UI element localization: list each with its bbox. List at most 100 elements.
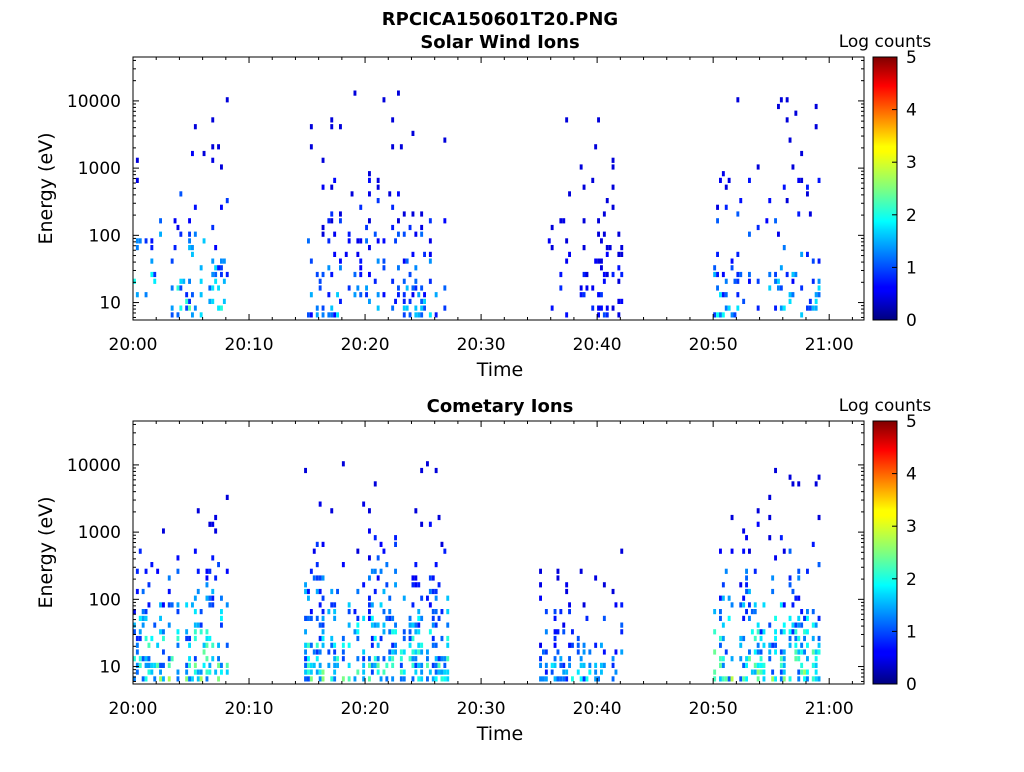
heatmap-cell (391, 629, 395, 635)
heatmap-cell (759, 649, 763, 655)
heatmap-cell (191, 150, 194, 157)
heatmap-cell (373, 231, 377, 237)
heatmap-cell (762, 642, 766, 648)
heatmap-cell (214, 271, 218, 278)
heatmap-cell (333, 251, 337, 257)
heatmap-cell (222, 298, 226, 304)
heatmap-cell (724, 292, 728, 298)
heatmap-cell (808, 305, 812, 311)
heatmap-cell (774, 615, 777, 621)
heatmap-cell (420, 649, 424, 655)
heatmap-cell (397, 90, 400, 96)
heatmap-cell (617, 298, 621, 304)
heatmap-cell (605, 305, 609, 311)
heatmap-cell (382, 622, 386, 628)
heatmap-cell (176, 669, 180, 675)
heatmap-cell (562, 662, 566, 668)
heatmap-region-1 (133, 494, 229, 682)
heatmap-cell (353, 292, 357, 298)
heatmap-cell (556, 629, 560, 635)
heatmap-cell (597, 312, 600, 318)
heatmap-cell (214, 669, 218, 675)
heatmap-cell (791, 164, 795, 170)
colorbar-label: Log counts (839, 396, 932, 416)
heatmap-cell (727, 177, 731, 183)
heatmap-cell (756, 508, 760, 514)
heatmap-cell (414, 285, 418, 291)
heatmap-cell (327, 312, 331, 318)
heatmap-cell (768, 622, 772, 628)
heatmap-cell (368, 245, 371, 251)
heatmap-cell (620, 245, 624, 251)
heatmap-cell (220, 305, 223, 311)
heatmap-cell (356, 285, 360, 291)
heatmap-region-2 (304, 461, 450, 682)
heatmap-cell (745, 575, 748, 581)
heatmap-cell (333, 615, 337, 621)
heatmap-cell (214, 245, 218, 251)
heatmap-cell (144, 568, 148, 574)
heatmap-cell (806, 656, 809, 662)
heatmap-cell (391, 615, 395, 621)
heatmap-cell (359, 292, 363, 298)
heatmap-cell (779, 656, 783, 662)
heatmap-cell (359, 265, 363, 271)
heatmap-cell (356, 548, 360, 554)
heatmap-cell (785, 97, 789, 103)
heatmap-cell (176, 602, 180, 608)
heatmap-cell (339, 218, 342, 224)
heatmap-cell (582, 184, 586, 190)
heatmap-cell (768, 494, 772, 500)
heatmap-cell (788, 635, 792, 642)
heatmap-cell (333, 642, 337, 648)
heatmap-cell (774, 555, 777, 561)
heatmap-cell (797, 211, 801, 217)
heatmap-cell (611, 676, 615, 682)
heatmap-cell (388, 649, 392, 655)
heatmap-cell (220, 271, 223, 278)
heatmap-cell (214, 514, 218, 521)
heatmap-cell (544, 676, 548, 682)
heatmap-cell (225, 271, 229, 278)
heatmap-cell (428, 251, 432, 257)
heatmap-cell (376, 669, 380, 675)
heatmap-cell (428, 575, 432, 581)
heatmap-cell (196, 669, 200, 675)
heatmap-cell (794, 595, 798, 601)
heatmap-cell (214, 528, 218, 534)
heatmap-cell (446, 622, 450, 628)
heatmap-cell (617, 265, 621, 271)
heatmap-cell (428, 218, 432, 224)
heatmap-cell (602, 662, 606, 668)
heatmap-cell (779, 676, 783, 682)
heatmap-cell (196, 622, 200, 628)
heatmap-cell (817, 474, 821, 480)
heatmap-cell (774, 649, 777, 655)
heatmap-cell (568, 642, 571, 648)
heatmap-cell (141, 676, 145, 682)
heatmap-cell (373, 656, 377, 662)
heatmap-cell (544, 669, 548, 675)
heatmap-cell (753, 662, 757, 668)
heatmap-cell (362, 662, 366, 668)
heatmap-cell (568, 656, 571, 662)
heatmap-cell (193, 548, 197, 554)
heatmap-cell (713, 629, 717, 635)
heatmap-cell (341, 656, 345, 662)
heatmap-cell (800, 177, 804, 183)
heatmap-cell (312, 575, 316, 581)
heatmap-cell (394, 238, 397, 244)
heatmap-cell (434, 622, 438, 628)
heatmap-cell (434, 588, 438, 595)
heatmap-cell (191, 312, 194, 318)
heatmap-cell (327, 662, 331, 668)
heatmap-cell (208, 595, 212, 601)
heatmap-cell (759, 656, 763, 662)
heatmap-cell (800, 285, 804, 291)
heatmap-cell (193, 305, 197, 311)
heatmap-cell (547, 238, 551, 244)
heatmap-cell (368, 595, 371, 601)
heatmap-cell (170, 305, 174, 311)
heatmap-cell (544, 662, 548, 668)
